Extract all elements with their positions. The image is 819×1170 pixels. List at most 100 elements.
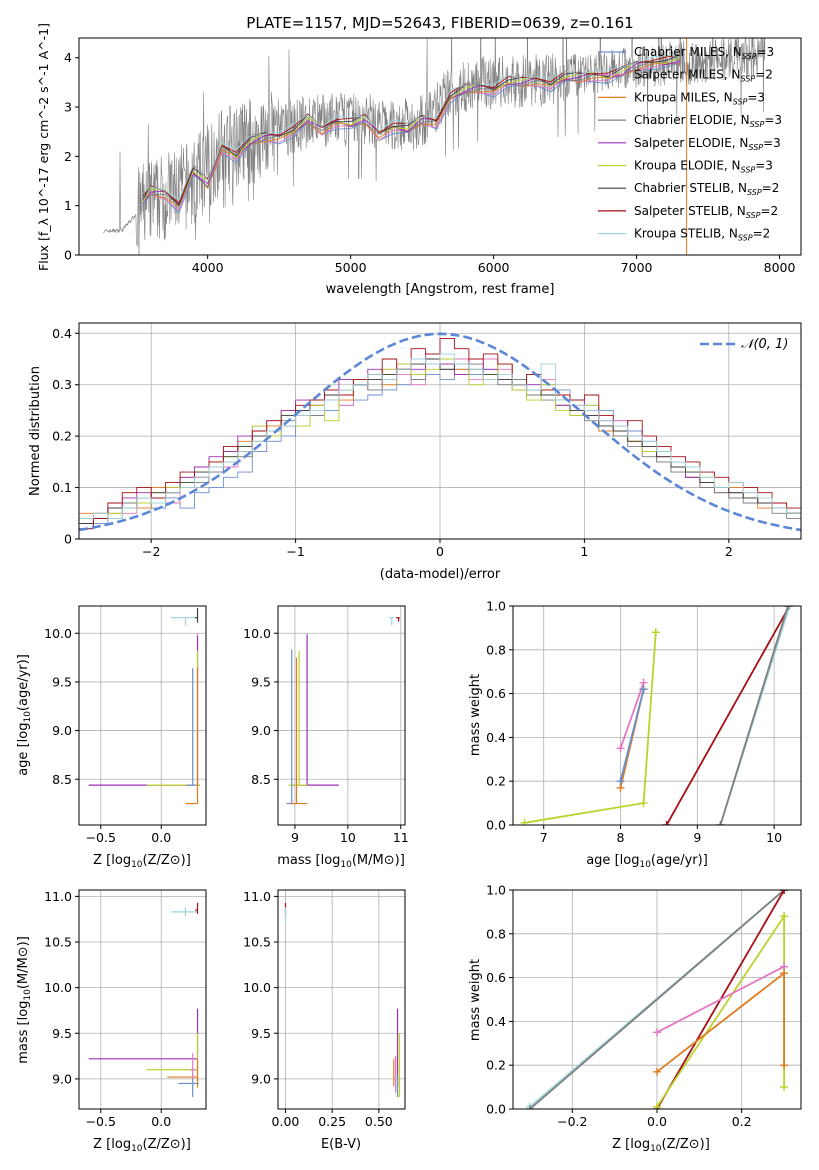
y-tick-label: 9.5	[52, 674, 72, 689]
weight-marker	[780, 1061, 789, 1070]
y-tick-label: 9.0	[251, 1071, 271, 1086]
weight-line	[619, 682, 645, 749]
y-axis-label: Normed distribution	[28, 366, 43, 496]
panels: 4000 5000 6000 7000 8000 0 1 2 3 4 wavelength [Ang…	[16, 23, 802, 1154]
plot-area	[79, 332, 801, 532]
histogram-step-line	[79, 353, 801, 519]
legend-label: Chabrier ELODIE, NSSP=3	[634, 113, 782, 129]
y-tick-label: 0.0	[486, 1102, 506, 1117]
weight-line	[656, 965, 785, 1034]
y-tick-label: 10.0	[243, 980, 271, 995]
x-axis-label: wavelength [Angstrom, rest frame]	[326, 282, 555, 297]
legend-label: Salpeter STELIB, NSSP=2	[634, 204, 778, 220]
y-tick-label: 9.0	[52, 1071, 72, 1086]
axes-frame	[78, 37, 802, 256]
x-tick-label: 9	[693, 830, 701, 845]
y-tick-label: 1.0	[486, 599, 506, 614]
legend-label: 𝒩(0, 1)	[741, 337, 788, 352]
y-tick-label: 0.6	[486, 686, 506, 701]
y-tick-label: 9.0	[251, 723, 271, 738]
y-tick-label: 11.0	[243, 889, 271, 904]
weight-marker	[653, 1067, 661, 1076]
x-tick-label: 7000	[621, 260, 653, 275]
panel-mass-vs-Z: −0.5 0.0 9.0 9.5 10.0 10.5 11.0 Z [log10(Z/Z⊙)]…	[16, 889, 207, 1154]
panel-spectrum: 4000 5000 6000 7000 8000 0 1 2 3 4 wavelength [Ang…	[36, 23, 802, 297]
plot-area	[284, 902, 400, 1098]
y-tick-label: 10.0	[44, 980, 72, 995]
y-tick-label: 0.1	[52, 480, 72, 495]
x-tick-label: 0.0	[151, 1114, 171, 1129]
y-tick-label: 0.6	[486, 970, 506, 985]
x-axis-label: age [log10(age/yr)]	[586, 853, 708, 870]
y-tick-label: 8.5	[251, 772, 271, 787]
legend-label: Kroupa ELODIE, NSSP=3	[634, 159, 773, 175]
weight-line	[619, 688, 645, 782]
x-tick-label: 9	[291, 830, 299, 845]
x-tick-label: −0.5	[86, 1114, 116, 1129]
y-tick-label: 0	[64, 248, 72, 263]
legend-label: Chabrier STELIB, NSSP=2	[634, 181, 779, 197]
x-tick-label: 0.0	[151, 830, 171, 845]
plot-area	[525, 890, 789, 1109]
x-tick-label: 10	[340, 830, 356, 845]
y-axis-label: mass weight	[468, 959, 483, 1041]
weight-marker	[653, 1102, 661, 1109]
y-tick-label: 9.5	[52, 1026, 72, 1041]
weight-marker	[520, 818, 529, 825]
y-tick-label: 0.0	[486, 818, 506, 833]
x-tick-label: 7	[540, 830, 548, 845]
weight-marker	[716, 821, 725, 825]
y-tick-label: 0.2	[52, 429, 72, 444]
observed-spectrum-line	[103, 38, 766, 255]
model-fit-line	[142, 62, 680, 211]
panel-age-vs-Z: −0.5 0.0 8.5 9.0 9.5 10.0 Z [log10(Z/Z⊙)] age […	[16, 605, 207, 870]
axes-frame	[78, 605, 207, 826]
y-tick-label: 0.2	[486, 774, 506, 789]
weight-marker	[662, 821, 671, 825]
weight-marker	[525, 1105, 534, 1109]
y-tick-label: 9.0	[52, 723, 72, 738]
panel-weight-vs-age: 7 8 9 10 0.0 0.2 0.4 0.6 0.8 1.0 age [log10(age/yr…	[468, 599, 802, 870]
legend-label: Salpeter ELODIE, NSSP=3	[634, 136, 781, 152]
x-tick-label: −0.2	[557, 1114, 587, 1129]
y-tick-label: 11.0	[44, 889, 72, 904]
x-axis-label: mass [log10(M/M⊙)]	[277, 853, 405, 870]
weight-line	[529, 890, 785, 1109]
legend-label: Kroupa STELIB, NSSP=2	[634, 227, 770, 243]
x-tick-label: 8	[617, 830, 625, 845]
figure-title: PLATE=1157, MJD=52643, FIBERID=0639, z=0…	[246, 14, 633, 32]
x-tick-label: −1	[286, 544, 304, 559]
legend-label: Salpeter MILES, NSSP=2	[634, 68, 773, 84]
x-tick-label: 0.2	[732, 1114, 752, 1129]
y-tick-label: 3	[64, 100, 72, 115]
y-tick-label: 1	[64, 198, 72, 213]
y-tick-label: 0.8	[486, 926, 506, 941]
weight-marker	[780, 1083, 789, 1092]
weight-marker	[651, 628, 660, 637]
weight-marker	[639, 685, 648, 694]
x-tick-label: 2	[725, 544, 733, 559]
y-tick-label: 0.3	[52, 377, 72, 392]
x-tick-label: 0.00	[272, 1114, 300, 1129]
weight-marker	[616, 744, 625, 753]
y-tick-label: 0	[64, 532, 72, 547]
panel-mass-vs-EBV: 0.00 0.25 0.50 9.0 9.5 10.0 10.5 11.0 E(B-V)	[243, 889, 406, 1152]
x-tick-label: 0.25	[318, 1114, 346, 1129]
x-tick-label: 0.50	[365, 1114, 393, 1129]
y-tick-label: 0.4	[486, 1014, 506, 1029]
legend-label: Chabrier MILES, NSSP=3	[634, 45, 774, 61]
y-tick-label: 9.5	[251, 1026, 271, 1041]
axes-frame	[277, 889, 406, 1110]
x-tick-label: 6000	[478, 260, 510, 275]
legend: 𝒩(0, 1)	[700, 337, 788, 352]
weight-marker	[653, 1028, 661, 1037]
y-axis-label: Flux [f_λ 10^-17 erg cm^-2 s^-1 A^-1]	[36, 23, 51, 271]
plot-area	[88, 607, 200, 805]
y-axis-label: mass weight	[468, 674, 483, 756]
x-tick-label: 0.0	[647, 1114, 667, 1129]
normal-reference-curve	[79, 332, 801, 532]
y-tick-label: 10.0	[243, 626, 271, 641]
weight-line	[665, 606, 791, 825]
